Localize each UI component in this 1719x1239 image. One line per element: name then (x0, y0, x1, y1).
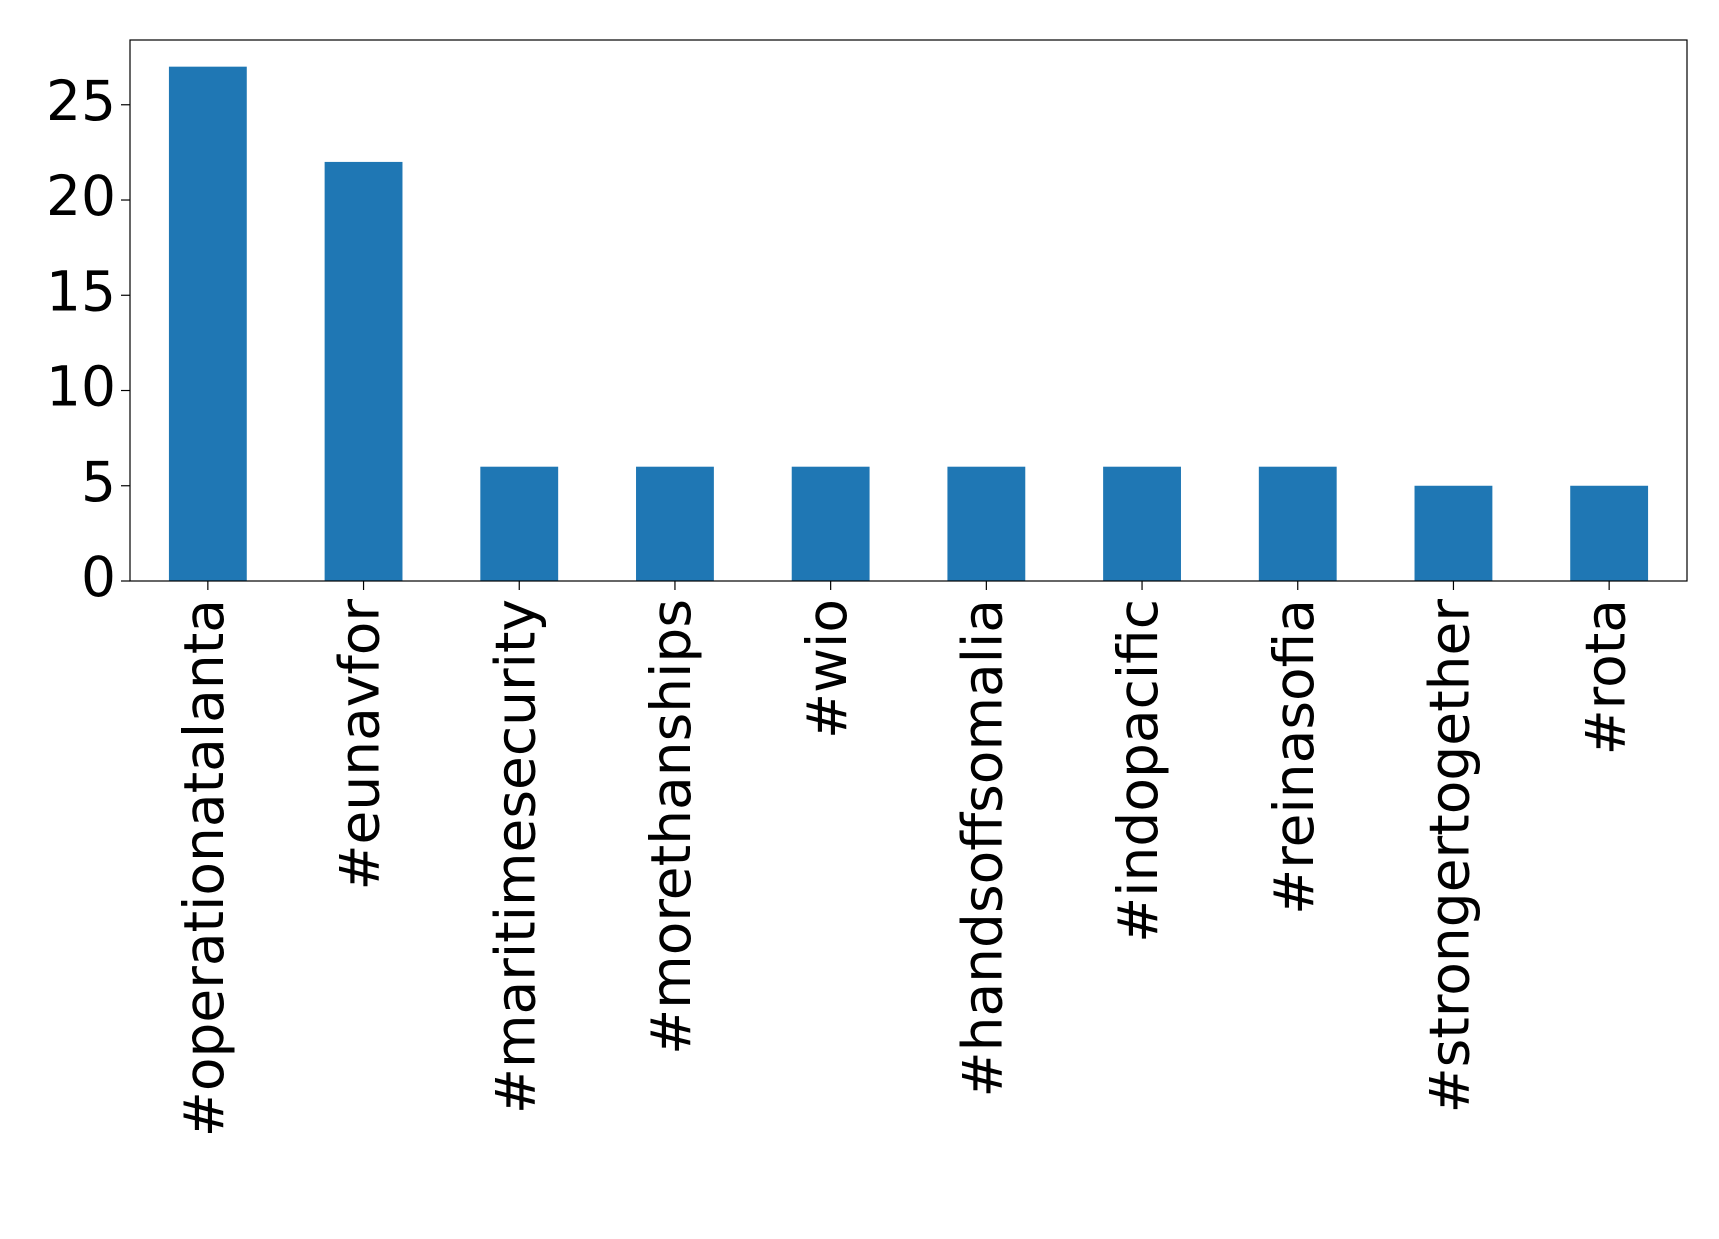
bar (791, 466, 870, 581)
y-tick-label: 5 (81, 450, 116, 514)
x-tick-label: #reinasofia (1262, 599, 1326, 915)
y-tick-label: 10 (46, 355, 116, 419)
y-tick-label: 0 (81, 545, 116, 609)
bar (636, 466, 714, 581)
y-tick-label: 20 (46, 164, 116, 228)
plot-frame (129, 39, 1688, 582)
x-tick-label: #handsoffsomalia (950, 599, 1014, 1097)
x-tick-label: #wio (795, 599, 859, 739)
bar (947, 466, 1026, 581)
x-tick-label: #rota (1573, 599, 1637, 755)
bar (1570, 485, 1649, 581)
bar (168, 66, 247, 582)
x-tick-label: #maritimesecurity (483, 599, 547, 1114)
x-tick-label: #morethanships (639, 599, 703, 1055)
x-tick-label: #operationatalanta (172, 599, 236, 1137)
bar (1414, 485, 1493, 581)
bar (324, 161, 403, 581)
x-tick-label: #strongertogether (1418, 599, 1482, 1114)
bar (1258, 466, 1337, 581)
y-tick-label: 25 (46, 69, 116, 133)
bar (1103, 466, 1181, 581)
bar (480, 466, 559, 581)
x-tick-label: #eunavfor (328, 599, 392, 891)
y-tick-label: 15 (46, 259, 116, 323)
x-tick-label: #indopacific (1106, 599, 1170, 943)
